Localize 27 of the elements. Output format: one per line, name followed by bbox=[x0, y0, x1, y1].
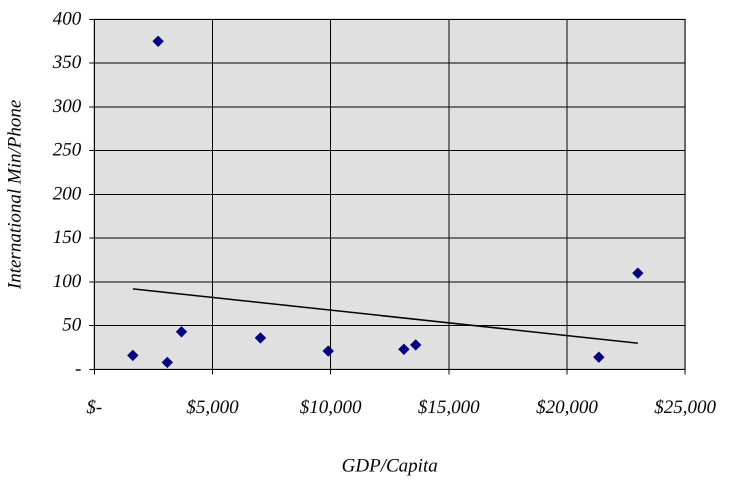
x-tick-label: $15,000 bbox=[418, 396, 480, 418]
point bbox=[593, 352, 604, 363]
y-tick-label: 400 bbox=[52, 8, 82, 30]
point bbox=[162, 356, 173, 368]
y-tick-label: 350 bbox=[52, 52, 82, 74]
x-tick-label: $10,000 bbox=[300, 396, 362, 418]
point bbox=[127, 350, 138, 361]
x-tick-label: $- bbox=[86, 396, 102, 418]
point bbox=[410, 339, 422, 350]
y-tick-label: 300 bbox=[52, 96, 82, 117]
y-tick-label: 250 bbox=[52, 140, 82, 161]
y-axis-title: International Min/Phone bbox=[4, 100, 26, 290]
y-tick-label: 200 bbox=[52, 183, 82, 204]
point bbox=[176, 326, 188, 338]
y-tick-label: - bbox=[74, 358, 82, 380]
point bbox=[632, 268, 644, 279]
x-tick-label: $5,000 bbox=[186, 396, 240, 418]
y-tick-label: 150 bbox=[52, 227, 82, 248]
y-tick-label: 50 bbox=[62, 314, 82, 336]
point bbox=[398, 344, 410, 355]
x-tick-label: $25,000 bbox=[654, 396, 716, 418]
x-axis-title: GDP/Capita bbox=[342, 456, 438, 477]
point bbox=[254, 332, 266, 344]
x-tick-label: $20,000 bbox=[536, 396, 598, 418]
y-tick-label: 100 bbox=[52, 270, 82, 292]
point bbox=[152, 36, 164, 47]
point bbox=[322, 346, 334, 357]
